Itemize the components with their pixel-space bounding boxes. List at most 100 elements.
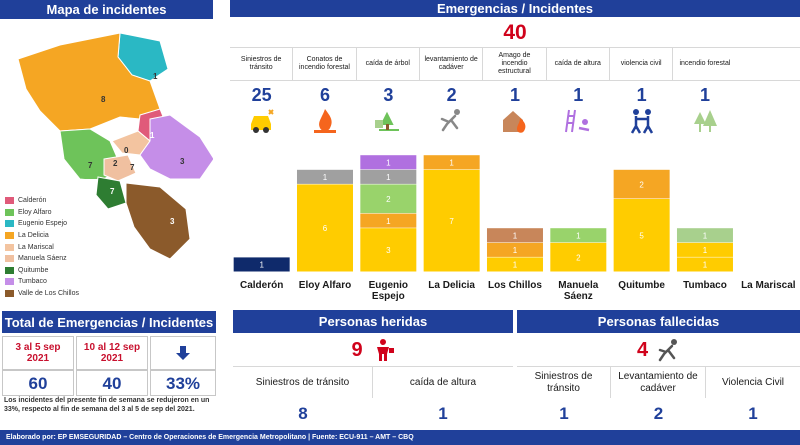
legend-swatch bbox=[5, 208, 14, 216]
legend-swatch bbox=[5, 255, 14, 263]
legend-swatch bbox=[5, 266, 14, 274]
bar-value-label: 5 bbox=[639, 232, 644, 241]
bar-segment bbox=[423, 169, 480, 272]
fallecidas-item-value-1: 2 bbox=[653, 404, 664, 423]
period-b-value: 40 bbox=[76, 370, 148, 396]
bar-value-label: 3 bbox=[386, 246, 391, 255]
legend-label: Eloy Alfaro bbox=[18, 208, 52, 216]
map-region-manuela-saenz bbox=[103, 154, 137, 182]
x-tick-label: Eugenio bbox=[369, 280, 408, 291]
bar-segment bbox=[486, 242, 543, 257]
bar-value-label: 7 bbox=[449, 217, 454, 226]
bar-segment bbox=[676, 242, 733, 257]
bar-value-label: 1 bbox=[259, 261, 264, 270]
bar-segment bbox=[360, 184, 417, 214]
legend-item: Quitumbe bbox=[5, 265, 79, 277]
bar-segment bbox=[360, 213, 417, 228]
legend-item: Tumbaco bbox=[5, 276, 79, 288]
legend-item: La Delicia bbox=[5, 230, 79, 242]
legend-label: Eugenio Espejo bbox=[18, 220, 68, 228]
fallecidas-total-row: 4 bbox=[517, 335, 800, 365]
legend-item: Eloy Alfaro bbox=[5, 207, 79, 219]
category-count: 25 bbox=[251, 85, 272, 105]
bar-segment bbox=[360, 169, 417, 184]
bar-value-label: 1 bbox=[703, 261, 708, 270]
category-count-cell: 1 bbox=[673, 84, 736, 140]
map-count-quitumbe: 7 bbox=[110, 187, 115, 196]
x-tick-label: La Delicia bbox=[428, 280, 475, 291]
category-count-cell: 25 bbox=[230, 84, 293, 140]
heridas-item-label-0: Siniestros de tránsito bbox=[233, 366, 373, 398]
legend-swatch bbox=[5, 232, 14, 240]
category-label: Siniestros de tránsito bbox=[230, 48, 294, 80]
category-header-row: Siniestros de tránsito Conatos de incendi… bbox=[230, 47, 800, 81]
map-title: Mapa de incidentes bbox=[0, 0, 213, 19]
emergencias-title: Emergencias / Incidentes bbox=[230, 0, 800, 17]
house-fire-icon bbox=[502, 111, 526, 133]
fallecidas-item-value-0: 1 bbox=[559, 404, 569, 423]
total-note: Los incidentes del presente fin de seman… bbox=[4, 397, 210, 413]
legend-swatch bbox=[5, 243, 14, 251]
legend-swatch bbox=[5, 220, 14, 228]
category-count-cell: 2 bbox=[420, 84, 483, 140]
legend-label: La Mariscal bbox=[18, 243, 54, 251]
map-count-eugenio-espejo: 1 bbox=[150, 131, 155, 140]
bar-value-label: 2 bbox=[576, 253, 581, 262]
bar-value-label: 1 bbox=[513, 246, 518, 255]
period-a-value: 60 bbox=[2, 370, 74, 396]
category-label: levantamiento de cadáver bbox=[420, 48, 484, 80]
map-legend: Calderón Eloy Alfaro Eugenio Espejo La Deli… bbox=[5, 195, 79, 299]
category-label: incendio forestal bbox=[679, 59, 731, 67]
district-map bbox=[17, 32, 215, 182]
fallecidas-item-label-2: Violencia Civil bbox=[706, 366, 800, 398]
bar-value-label: 1 bbox=[703, 246, 708, 255]
injured-person-icon bbox=[376, 339, 394, 361]
category-count: 1 bbox=[573, 85, 584, 105]
forest-fire-icon bbox=[693, 110, 717, 132]
category-label: caída de altura bbox=[547, 48, 610, 80]
bar-segment bbox=[613, 199, 670, 272]
bar-segment bbox=[360, 228, 417, 272]
legend-label: Manuela Sáenz bbox=[18, 255, 67, 263]
map-count-eloy-alfaro: 7 bbox=[88, 161, 93, 170]
x-tick-label: Espejo bbox=[372, 291, 405, 302]
legend-item: Manuela Sáenz bbox=[5, 253, 79, 265]
fire-icon bbox=[313, 109, 336, 133]
fallecidas-item-label-0: Siniestros de tránsito bbox=[517, 366, 611, 398]
body-icon bbox=[440, 109, 460, 132]
bar-segment bbox=[233, 257, 290, 272]
category-label: violencia civil bbox=[610, 48, 674, 80]
period-b-label: 10 al 12 sep 2021 bbox=[76, 336, 148, 370]
category-count-row: 25 6 3 2 1 1 1 1 bbox=[230, 84, 800, 140]
bar-value-label: 2 bbox=[386, 195, 391, 204]
legend-swatch bbox=[5, 197, 14, 205]
map-count-labels: 8 1 1 7 0 2 3 7 3 7 bbox=[0, 19, 213, 226]
emergencias-total: 40 bbox=[503, 21, 527, 44]
legend-item: Calderón bbox=[5, 195, 79, 207]
legend-item: La Mariscal bbox=[5, 241, 79, 253]
district-map-south bbox=[95, 154, 191, 260]
legend-label: Valle de Los Chillos bbox=[18, 290, 79, 298]
bar-segment bbox=[676, 228, 733, 243]
legend-item: Valle de Los Chillos bbox=[5, 288, 79, 300]
map-panel: 8 1 1 7 0 2 3 7 3 7 Calderón Eloy Alfaro E… bbox=[0, 19, 215, 303]
stacked-bar-chart: 1 Calderón 6 1 Eloy Alfaro 3 1 2 1 1 EugenioEspejo… bbox=[233, 155, 796, 302]
bar-segment bbox=[613, 169, 670, 199]
bar-segment bbox=[550, 242, 607, 272]
map-region-quitumbe bbox=[95, 176, 127, 210]
category-count: 3 bbox=[383, 85, 394, 105]
bar-segment bbox=[296, 184, 353, 272]
bar-segment bbox=[550, 228, 607, 243]
bar-segment bbox=[360, 155, 417, 170]
fallecidas-item-value-2: 1 bbox=[748, 404, 758, 423]
car-crash-icon bbox=[250, 109, 274, 133]
bar-value-label: 2 bbox=[639, 180, 644, 189]
bar-value-label: 1 bbox=[386, 217, 391, 226]
change-percent: 33% bbox=[150, 370, 216, 396]
bar-value-label: 1 bbox=[703, 232, 708, 241]
x-tick-label: Manuela bbox=[558, 280, 598, 291]
fallecidas-total: 4 bbox=[636, 338, 649, 361]
legend-item: Eugenio Espejo bbox=[5, 218, 79, 230]
map-count-la-delicia: 8 bbox=[101, 95, 106, 104]
category-count: 1 bbox=[509, 85, 520, 105]
